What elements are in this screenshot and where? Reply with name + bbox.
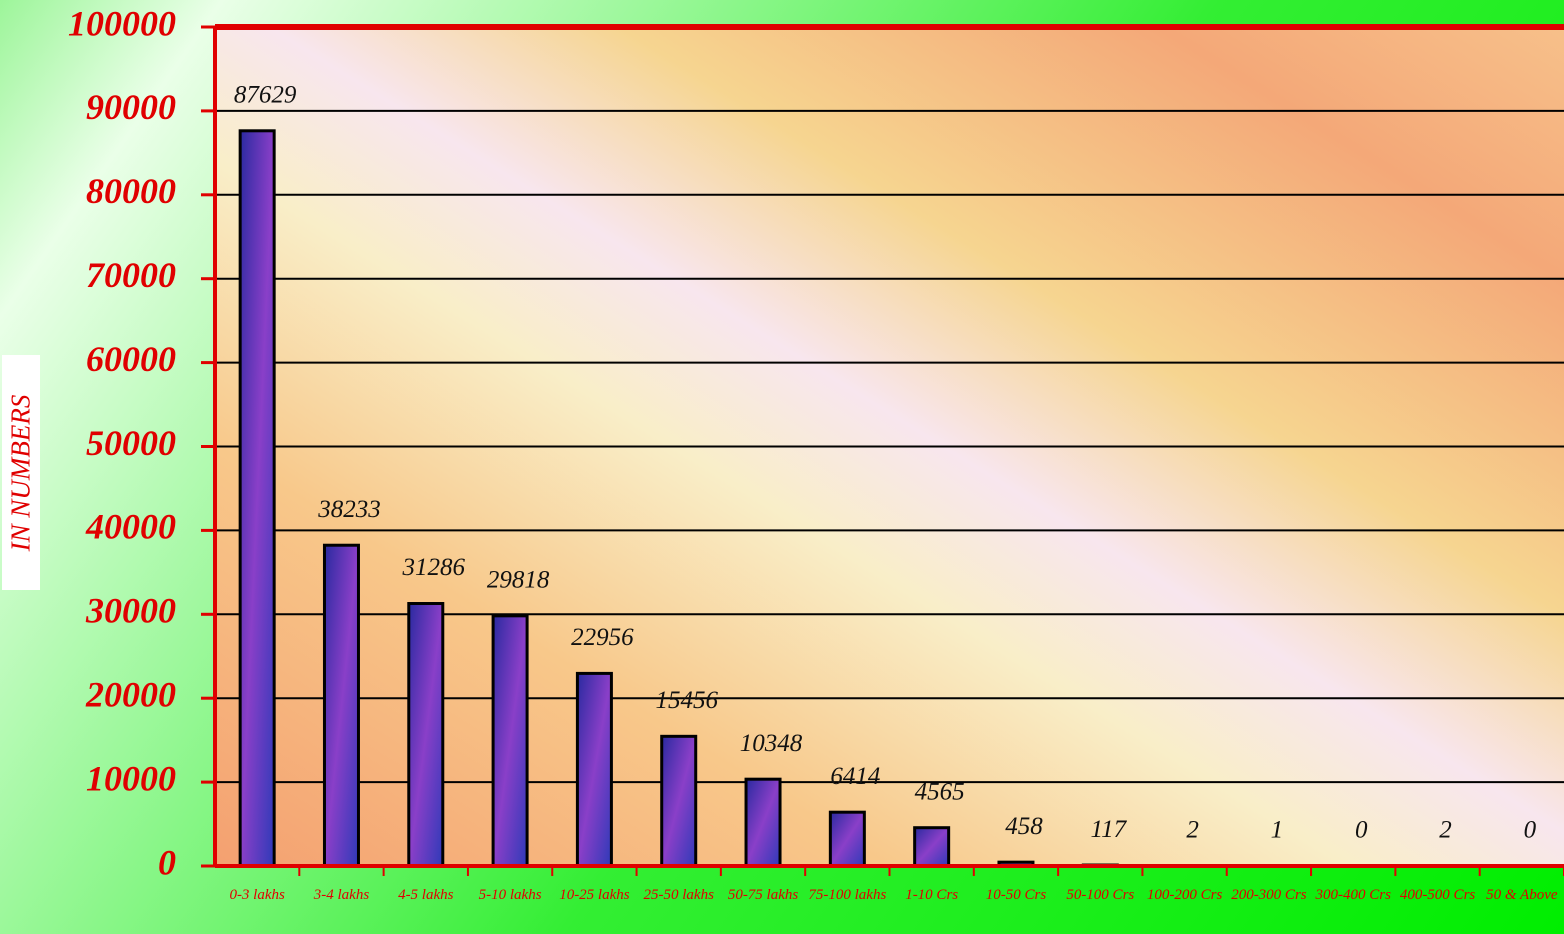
bar: [660, 734, 698, 868]
x-tick-label: 75-100 lakhs: [808, 887, 887, 903]
x-tick-label: 50 & Above: [1486, 887, 1558, 903]
value-label: 117: [1090, 816, 1127, 843]
x-tick-label: 100-200 Crs: [1146, 887, 1223, 903]
value-label: 2: [1186, 817, 1199, 844]
y-tick-label: 70000: [86, 255, 176, 295]
bar: [913, 826, 951, 868]
value-label: 4565: [915, 778, 965, 805]
x-tick-label: 4-5 lakhs: [398, 887, 454, 903]
y-tick-label: 10000: [86, 758, 176, 798]
x-tick-label: 10-50 Crs: [985, 887, 1047, 903]
y-tick-label: 30000: [85, 591, 176, 631]
y-tick-label: 0: [158, 842, 176, 882]
x-tick-label: 200-300 Crs: [1231, 887, 1307, 903]
x-tick-label: 5-10 lakhs: [478, 887, 542, 903]
bar: [491, 614, 529, 868]
x-tick-label: 1-10 Crs: [905, 887, 959, 903]
value-label: 0: [1524, 817, 1537, 844]
value-label: 29818: [487, 567, 550, 594]
x-tick-label: 400-500 Crs: [1399, 887, 1476, 903]
x-tick-label: 3-4 lakhs: [313, 887, 370, 903]
x-tick-label: 50-100 Crs: [1066, 887, 1135, 903]
x-tick-label: 25-50 lakhs: [643, 887, 714, 903]
value-label: 22956: [571, 624, 634, 651]
y-tick-label: 90000: [86, 87, 176, 127]
value-label: 31286: [402, 554, 466, 581]
value-label: 458: [1005, 813, 1043, 840]
x-tick-label: 300-400 Crs: [1315, 887, 1391, 903]
y-label-box: IN NUMBERS: [2, 355, 40, 590]
value-label: 15456: [655, 687, 718, 714]
x-tick-label: 50-75 lakhs: [727, 887, 799, 903]
y-tick-label: 60000: [86, 339, 176, 379]
x-tick-label: 10-25 lakhs: [559, 887, 630, 903]
value-label: 38233: [317, 496, 381, 523]
bar: [744, 777, 782, 868]
y-tick-label: 50000: [86, 423, 176, 463]
value-label: 2: [1439, 817, 1452, 844]
value-label: 10348: [740, 730, 803, 757]
y-tick-label: 100000: [68, 3, 176, 43]
bar: [322, 543, 360, 868]
bar: [828, 810, 866, 868]
y-tick-label: 20000: [85, 674, 176, 714]
y-tick-label: 80000: [86, 171, 176, 211]
value-label: 1: [1271, 817, 1284, 844]
y-tick-label: 40000: [85, 507, 176, 547]
y-axis-label: IN NUMBERS: [5, 394, 36, 551]
value-label: 6414: [830, 763, 880, 790]
value-label: 87629: [234, 82, 297, 109]
bar: [407, 602, 445, 868]
x-tick-label: 0-3 lakhs: [229, 887, 285, 903]
value-label: 0: [1355, 817, 1368, 844]
bar: [575, 671, 613, 868]
bar: [238, 129, 276, 868]
